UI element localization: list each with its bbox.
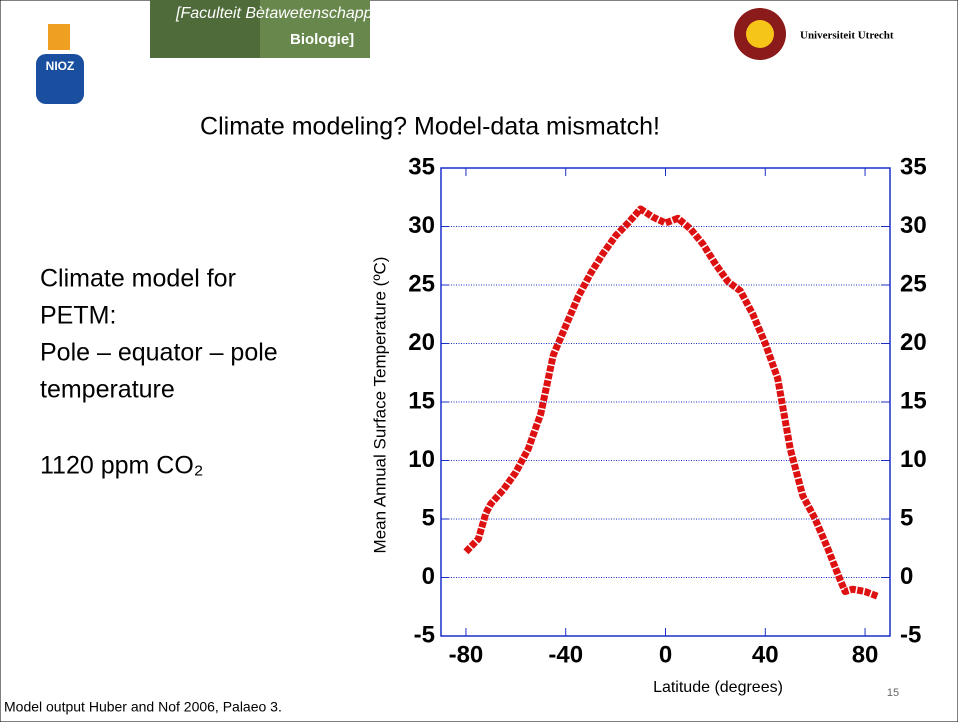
y-tick-label: 20 — [408, 329, 435, 356]
slide-title: Climate modeling? Model-data mismatch! — [200, 113, 660, 141]
y2-tick-label: -5 — [900, 621, 921, 648]
y2-tick-label: 10 — [900, 446, 927, 473]
x-tick-label: 40 — [752, 641, 779, 668]
y2-tick-label: 20 — [900, 329, 927, 356]
y-tick-label: 15 — [408, 387, 435, 414]
y2-tick-label: 0 — [900, 563, 913, 590]
y2-tick-label: 35 — [900, 153, 927, 180]
y-tick-label: 35 — [408, 153, 435, 180]
y-tick-label: -5 — [414, 621, 435, 648]
body-line: PETM: — [40, 302, 116, 330]
x-tick-label: 0 — [659, 641, 672, 668]
faculty-text: [Faculteit Bètawetenschappen — [175, 5, 390, 22]
co2-text: 1120 ppm CO₂ — [40, 452, 204, 480]
y2-tick-label: 25 — [900, 270, 927, 297]
y-tick-label: 0 — [422, 563, 435, 590]
y-tick-label: 5 — [422, 504, 435, 531]
y-axis-label: Mean Annual Surface Temperature (ºC) — [370, 257, 389, 554]
uu-seal-core — [746, 20, 774, 48]
slide: [Faculteit Bètawetenschappen Biologie] N… — [0, 0, 958, 722]
department-text: Biologie] — [290, 31, 354, 48]
y-tick-label: 10 — [408, 446, 435, 473]
y2-tick-label: 30 — [900, 212, 927, 239]
y-tick-label: 30 — [408, 212, 435, 239]
x-tick-label: 80 — [852, 641, 879, 668]
x-tick-label: -40 — [548, 641, 583, 668]
body-line: temperature — [40, 376, 175, 404]
nioz-text: NIOZ — [46, 59, 75, 73]
university-text: Universiteit Utrecht — [800, 30, 894, 42]
nioz-flame — [48, 24, 70, 50]
y-tick-label: 25 — [408, 270, 435, 297]
y2-tick-label: 15 — [900, 387, 927, 414]
x-tick-label: -80 — [449, 641, 484, 668]
body-line: Pole – equator – pole — [40, 339, 278, 367]
body-line: Climate model for — [40, 265, 236, 293]
footer-text: Model output Huber and Nof 2006, Palaeo … — [4, 699, 282, 715]
x-axis-label: Latitude (degrees) — [653, 679, 783, 696]
y2-tick-label: 5 — [900, 504, 913, 531]
page-number: 15 — [887, 687, 899, 699]
